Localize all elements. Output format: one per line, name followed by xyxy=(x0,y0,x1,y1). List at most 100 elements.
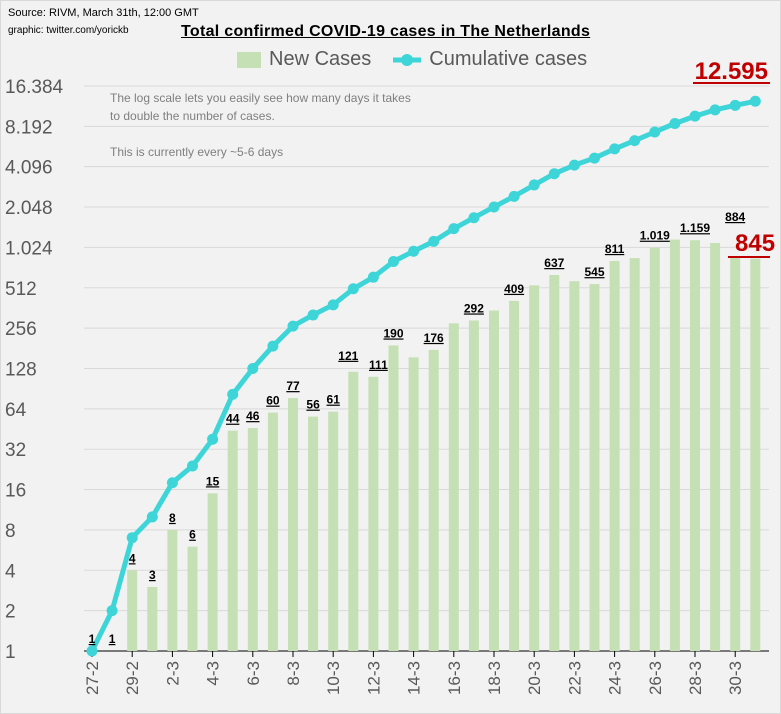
data-label: 61 xyxy=(327,393,341,407)
cumulative-point xyxy=(86,645,98,657)
cumulative-point xyxy=(146,511,158,523)
x-tick-label: 16-3 xyxy=(445,661,464,695)
cumulative-point xyxy=(267,340,279,352)
bar-new-cases xyxy=(348,371,359,651)
bar-new-cases xyxy=(127,570,138,651)
x-tick-label: 26-3 xyxy=(646,661,665,695)
chart-title: Total confirmed COVID-19 cases in The Ne… xyxy=(181,23,591,40)
annotation-line-3: This is currently every ~5-6 days xyxy=(110,145,284,159)
cumulative-point xyxy=(669,117,681,129)
x-tick-label: 24-3 xyxy=(606,661,625,695)
cumulative-point xyxy=(247,362,259,374)
bar-new-cases xyxy=(328,411,339,651)
y-tick-label: 128 xyxy=(5,359,37,380)
bar-new-cases xyxy=(227,430,238,651)
cumulative-point xyxy=(508,190,520,202)
x-tick-label: 20-3 xyxy=(525,661,544,695)
annotation-line-1: The log scale lets you easily see how ma… xyxy=(110,91,411,105)
bar-new-cases xyxy=(187,546,198,651)
y-tick-label: 2.048 xyxy=(5,198,53,219)
cumulative-point xyxy=(729,99,741,111)
highlight-new-cases: 845 xyxy=(735,230,775,257)
legend: New Cases Cumulative cases xyxy=(237,48,587,71)
data-label: 46 xyxy=(246,409,260,423)
cumulative-point xyxy=(287,320,299,332)
y-tick-label: 1.024 xyxy=(5,238,53,259)
cumulative-point xyxy=(649,126,661,138)
y-tick-label: 32 xyxy=(5,440,26,461)
cumulative-point xyxy=(468,212,480,224)
legend-new-cases: New Cases xyxy=(269,48,372,70)
cumulative-point xyxy=(207,433,219,445)
cumulative-point xyxy=(367,271,379,283)
cumulative-point xyxy=(327,299,339,311)
bar-new-cases xyxy=(710,243,721,651)
bar-new-cases xyxy=(267,412,278,651)
bar-new-cases xyxy=(549,275,560,651)
data-label: 884 xyxy=(725,210,745,224)
bar-new-cases xyxy=(690,240,700,651)
y-tick-label: 4 xyxy=(5,561,16,582)
bar-new-cases xyxy=(730,255,741,651)
cumulative-point xyxy=(488,201,500,213)
cumulative-point xyxy=(166,477,178,489)
bar-new-cases xyxy=(609,260,620,651)
data-label: 1 xyxy=(89,632,96,646)
data-label: 77 xyxy=(286,379,300,393)
data-label: 1.159 xyxy=(680,221,710,235)
cumulative-point xyxy=(187,460,198,472)
y-tick-label: 2 xyxy=(5,602,16,623)
data-label: 6 xyxy=(189,528,196,542)
x-tick-label: 30-3 xyxy=(726,661,745,695)
cumulative-point xyxy=(548,168,560,180)
x-tick-label: 4-3 xyxy=(204,661,223,686)
data-label: 176 xyxy=(424,331,444,345)
bar-new-cases xyxy=(167,529,178,651)
y-tick-label: 16 xyxy=(5,481,26,502)
cumulative-point xyxy=(227,388,239,400)
data-label: 409 xyxy=(504,282,524,296)
bar-new-cases xyxy=(428,349,439,651)
bar-new-cases xyxy=(589,284,600,651)
cumulative-point xyxy=(448,223,460,235)
cumulative-point xyxy=(388,255,399,267)
cumulative-point xyxy=(307,309,319,321)
bar-new-cases xyxy=(308,416,319,651)
bar-new-cases xyxy=(368,376,379,651)
y-tick-label: 64 xyxy=(5,400,27,421)
credit-text: graphic: twitter.com/yorickb xyxy=(8,25,129,36)
bar-new-cases xyxy=(147,587,158,651)
annotation-line-2: to double the number of cases. xyxy=(110,109,275,123)
cumulative-point xyxy=(589,152,600,164)
data-label: 292 xyxy=(464,301,484,315)
bar-new-cases xyxy=(629,258,640,651)
x-tick-label: 12-3 xyxy=(364,661,383,695)
legend-cumulative: Cumulative cases xyxy=(429,48,588,70)
x-tick-label: 2-3 xyxy=(163,661,182,686)
data-label: 56 xyxy=(306,398,320,412)
bar-new-cases xyxy=(288,398,298,651)
bar-new-cases xyxy=(569,281,580,651)
x-tick-label: 29-2 xyxy=(123,661,142,695)
bar-new-cases xyxy=(448,323,459,651)
bar-new-cases xyxy=(649,247,660,652)
cumulative-point xyxy=(528,179,540,191)
data-label: 15 xyxy=(206,474,220,488)
data-label: 4 xyxy=(129,551,136,565)
bar-new-cases xyxy=(509,300,520,651)
data-label: 1 xyxy=(109,632,116,646)
data-label: 44 xyxy=(226,412,240,426)
data-label: 3 xyxy=(149,568,156,582)
x-tick-label: 28-3 xyxy=(686,661,705,695)
data-label: 60 xyxy=(266,394,280,408)
cumulative-point xyxy=(428,235,440,247)
cumulative-point xyxy=(709,104,721,116)
data-label: 121 xyxy=(338,349,358,363)
x-tick-label: 27-2 xyxy=(83,661,102,695)
cumulative-point xyxy=(106,605,118,617)
y-tick-label: 1 xyxy=(5,642,16,663)
y-tick-label: 8 xyxy=(5,521,16,542)
cumulative-line xyxy=(89,98,756,653)
bar-new-cases xyxy=(408,357,419,651)
